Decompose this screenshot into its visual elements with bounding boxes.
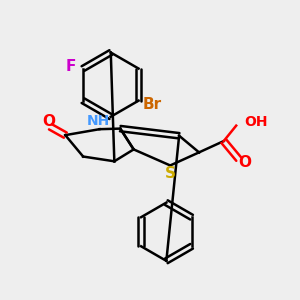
- Text: OH: OH: [244, 115, 268, 129]
- Text: O: O: [42, 114, 56, 129]
- Text: S: S: [165, 166, 176, 181]
- Text: F: F: [66, 59, 76, 74]
- Text: O: O: [238, 155, 252, 170]
- Text: Br: Br: [142, 97, 161, 112]
- Text: NH: NH: [86, 114, 110, 128]
